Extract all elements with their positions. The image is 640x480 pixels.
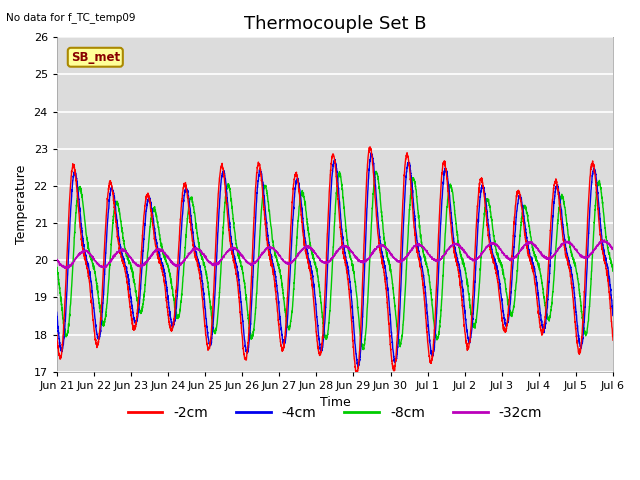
Y-axis label: Temperature: Temperature — [15, 165, 28, 244]
Text: SB_met: SB_met — [71, 51, 120, 64]
Legend: -2cm, -4cm, -8cm, -32cm: -2cm, -4cm, -8cm, -32cm — [122, 400, 548, 425]
X-axis label: Time: Time — [319, 396, 350, 409]
Text: No data for f_TC_temp09: No data for f_TC_temp09 — [6, 12, 136, 23]
Title: Thermocouple Set B: Thermocouple Set B — [244, 15, 426, 33]
